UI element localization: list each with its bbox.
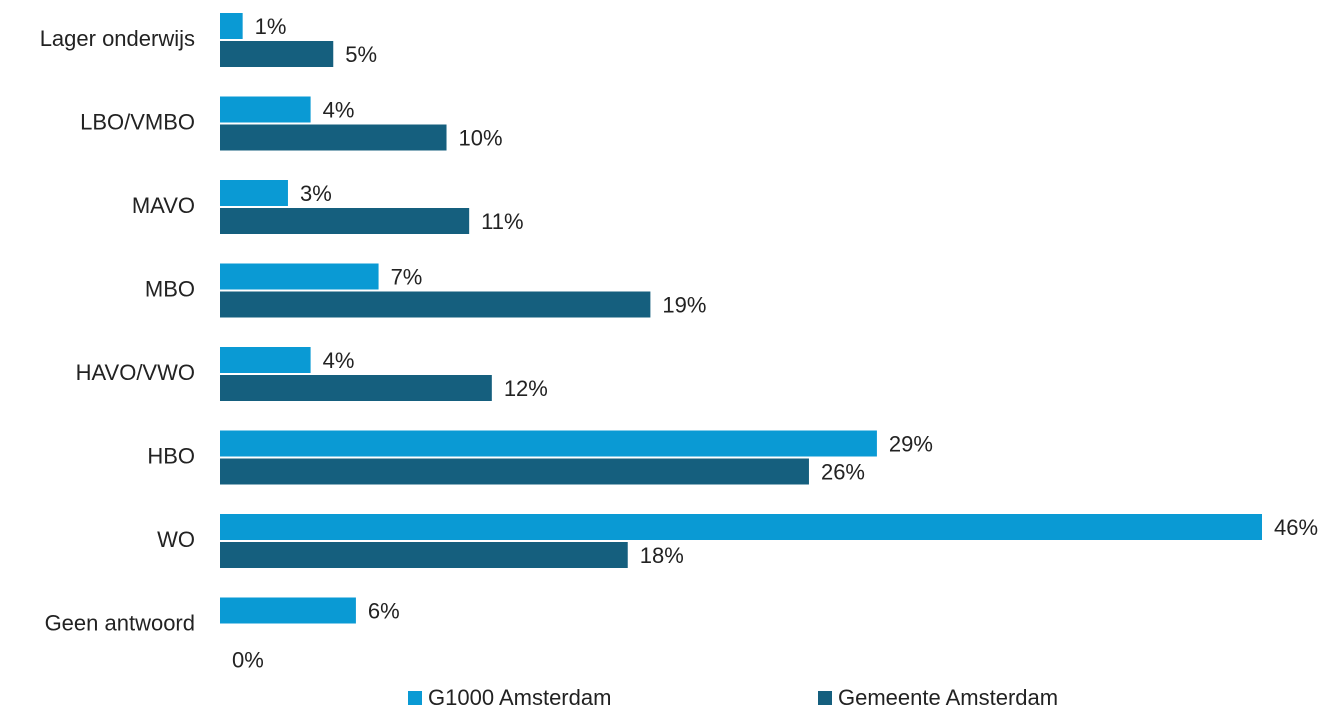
category-label: HAVO/VWO (76, 360, 195, 385)
category-label: MAVO (132, 193, 195, 218)
category-label: WO (157, 527, 195, 552)
value-label: 46% (1274, 515, 1318, 540)
value-label: 4% (323, 97, 355, 122)
legend-swatch (818, 691, 832, 705)
bar (220, 124, 447, 151)
bar (220, 458, 809, 485)
bar (220, 13, 243, 39)
value-label: 19% (662, 292, 706, 317)
category-label: Geen antwoord (45, 610, 195, 635)
value-label: 3% (300, 181, 332, 206)
legend-label: G1000 Amsterdam (428, 685, 611, 710)
bar (220, 96, 311, 123)
bar (220, 430, 877, 457)
value-label: 7% (391, 264, 423, 289)
category-label: Lager onderwijs (40, 26, 195, 51)
category-label: LBO/VMBO (80, 109, 195, 134)
category-label: HBO (147, 443, 195, 468)
value-label: 12% (504, 376, 548, 401)
bar (220, 542, 628, 568)
value-label: 5% (345, 42, 377, 67)
bar (220, 347, 311, 373)
value-label: 26% (821, 459, 865, 484)
bar (220, 514, 1262, 540)
legend-label: Gemeente Amsterdam (838, 685, 1058, 710)
bar (220, 597, 356, 624)
bar (220, 208, 470, 234)
value-label: 29% (889, 431, 933, 456)
value-label: 1% (255, 14, 287, 39)
value-label: 4% (323, 348, 355, 373)
value-label: 11% (481, 209, 523, 234)
value-label: 0% (232, 647, 264, 672)
legend-swatch (408, 691, 422, 705)
bar (220, 375, 492, 401)
value-label: 10% (459, 125, 503, 150)
bar (220, 291, 651, 318)
value-label: 6% (368, 598, 400, 623)
value-label: 18% (640, 543, 684, 568)
category-label: MBO (145, 276, 195, 301)
bar (220, 41, 334, 67)
bar (220, 263, 379, 290)
bar (220, 180, 288, 206)
